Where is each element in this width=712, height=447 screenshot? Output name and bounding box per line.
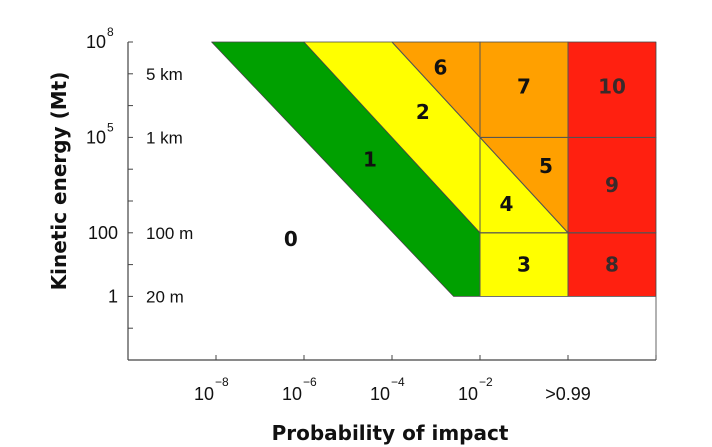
y-tick-exponent: 8: [107, 25, 114, 39]
region-border-4: [391, 41, 569, 234]
x-tick-label: >0.99: [545, 384, 591, 404]
region-label-8: 8: [605, 253, 619, 277]
y-tick-label: 1: [108, 286, 118, 306]
size-label: 1 km: [146, 128, 183, 147]
x-tick-exponent: −2: [479, 375, 493, 389]
size-label: 100 m: [146, 224, 193, 243]
region-label-9: 9: [605, 173, 619, 197]
region-label-10: 10: [598, 75, 626, 99]
x-tick-label: 10: [194, 384, 214, 404]
region-labels: 0 1 2 3 4 5 6 7 8 9 10: [284, 55, 626, 276]
region-label-1: 1: [363, 148, 377, 172]
y-tick-exponent: 5: [107, 120, 114, 134]
region-label-4: 4: [499, 192, 513, 216]
region-label-7: 7: [517, 75, 531, 99]
x-tick-exponent: −8: [215, 375, 229, 389]
region-label-2: 2: [416, 100, 430, 124]
region-label-5: 5: [539, 154, 553, 178]
x-tick-exponent: −4: [391, 375, 405, 389]
regions-layer: [128, 41, 657, 360]
region-label-0: 0: [284, 227, 298, 251]
x-tick-exponent: −6: [303, 375, 317, 389]
size-label: 5 km: [146, 65, 183, 84]
region-borders: [391, 41, 656, 297]
region-label-3: 3: [517, 253, 531, 277]
x-axis-title: Probability of impact: [272, 421, 509, 445]
y-tick-label: 10: [86, 127, 106, 147]
x-tick-label: 10: [370, 384, 390, 404]
x-tick-label: 10: [458, 384, 478, 404]
y-tick-label: 10: [86, 32, 106, 52]
x-tick-label: 10: [282, 384, 302, 404]
region-label-6: 6: [433, 55, 447, 79]
y-axis-title: Kinetic energy (Mt): [47, 72, 71, 291]
size-label: 20 m: [146, 287, 184, 306]
y-tick-label: 100: [88, 223, 118, 243]
region-0: [128, 42, 656, 360]
